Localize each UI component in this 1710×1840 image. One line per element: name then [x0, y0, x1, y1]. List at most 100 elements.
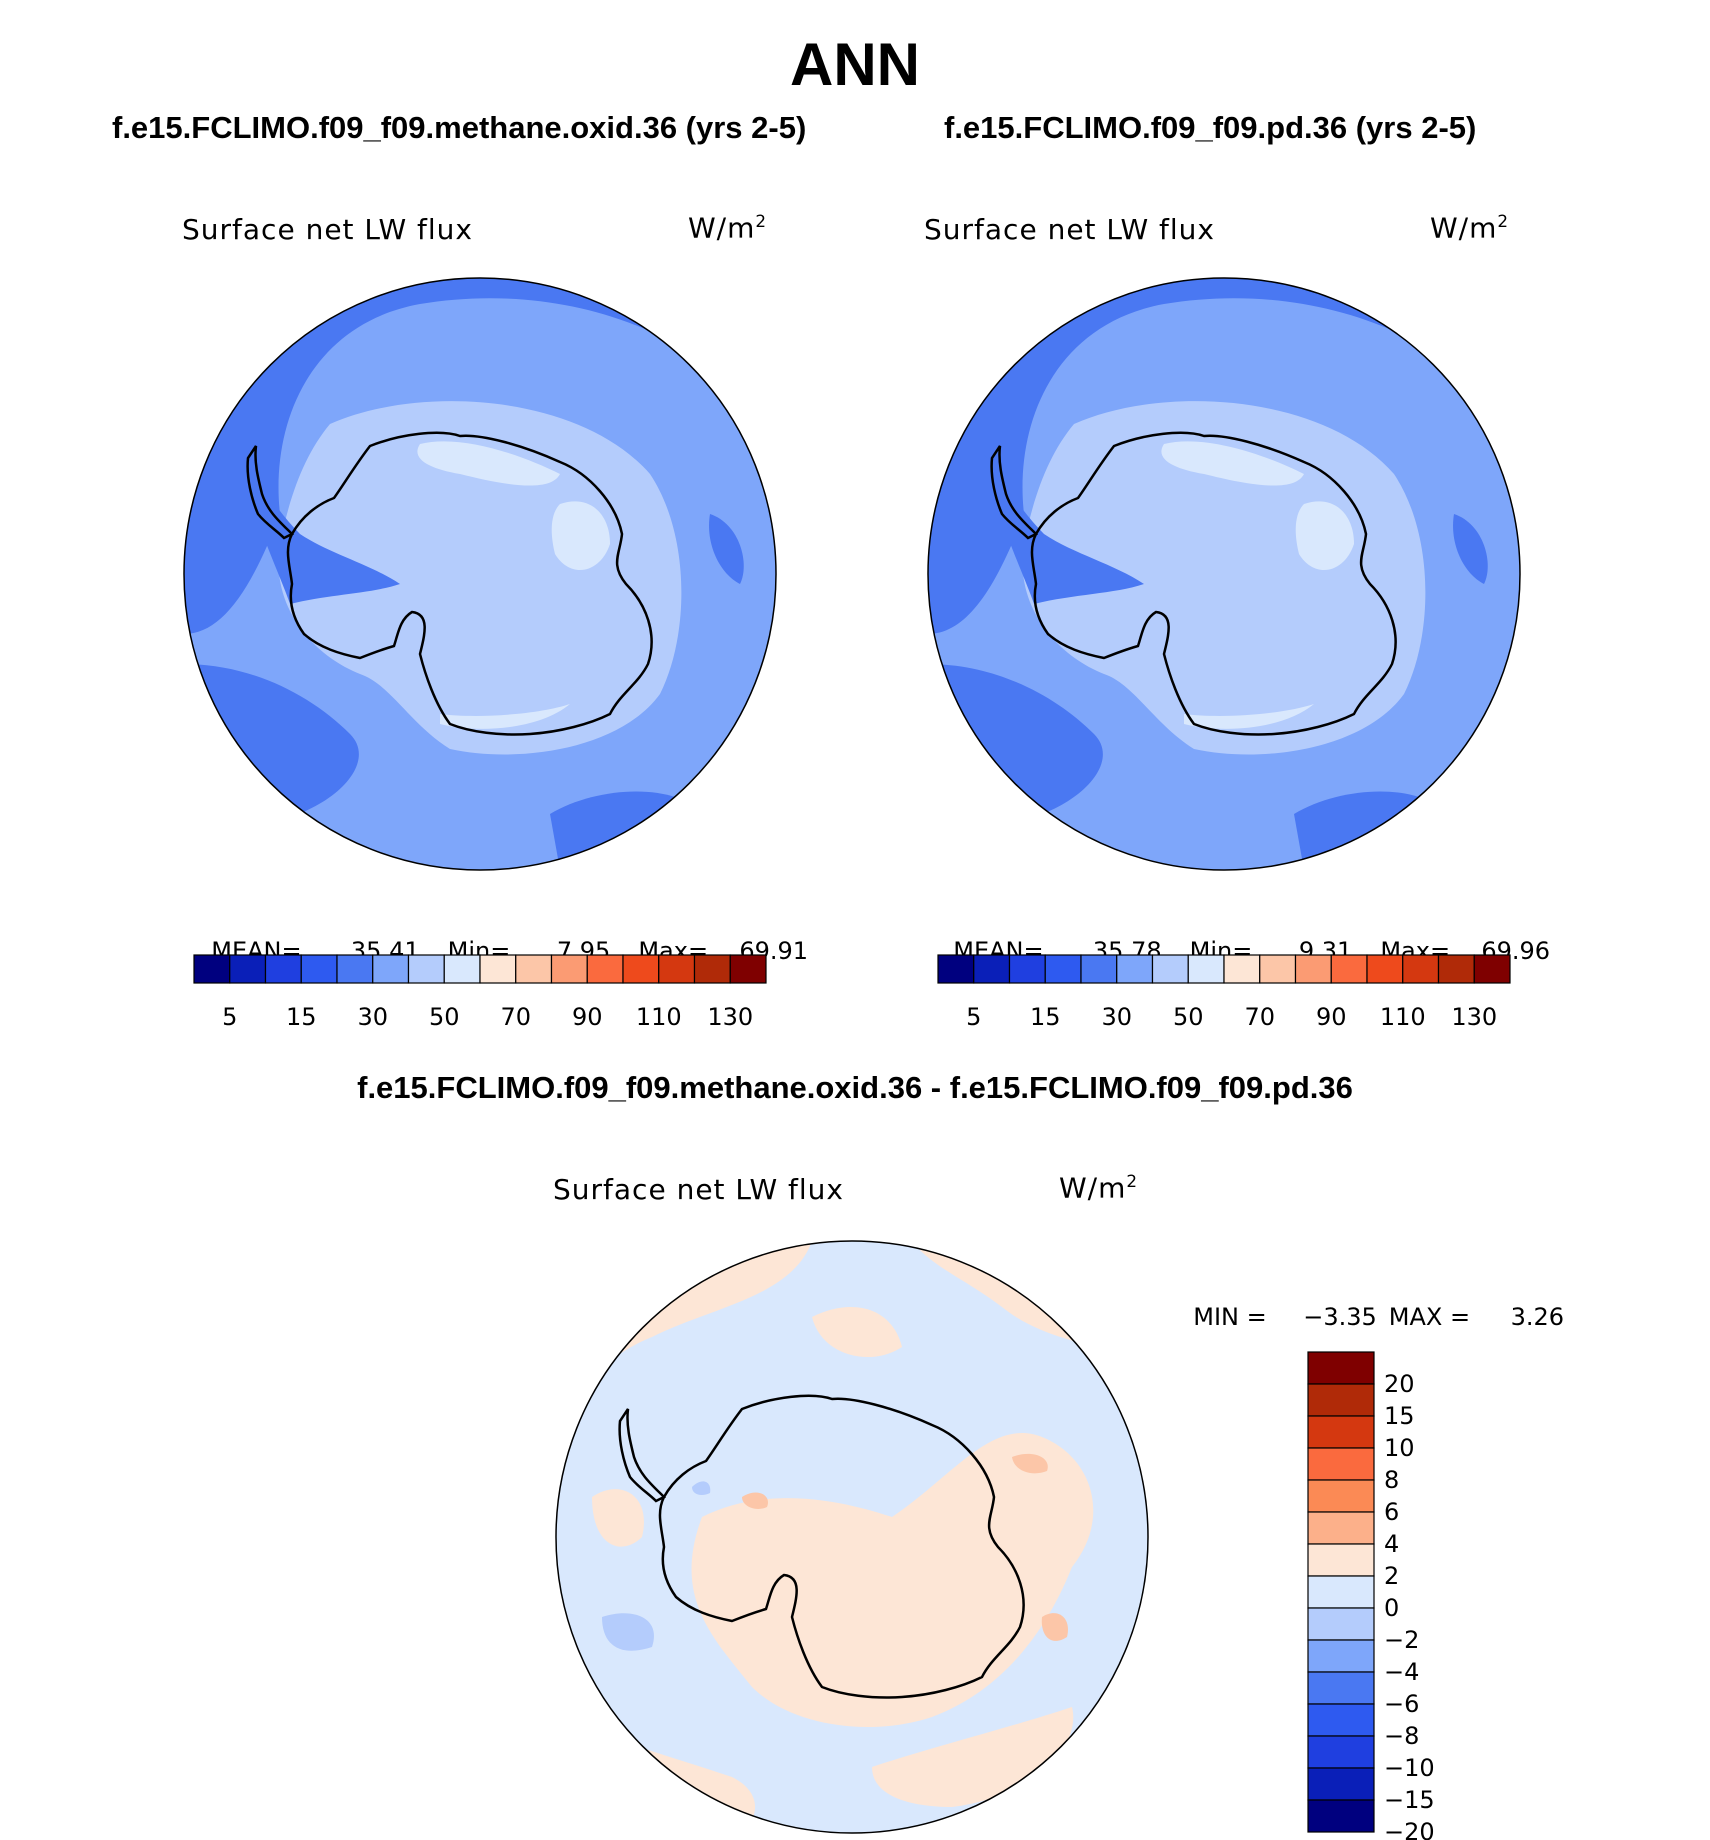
colorbar-box	[658, 954, 696, 984]
map-difference	[555, 1240, 1149, 1834]
colorbar-box	[1223, 954, 1261, 984]
colorbar-box	[1044, 954, 1082, 984]
diff-title: f.e15.FCLIMO.f09_f09.methane.oxid.36 - f…	[357, 1070, 1353, 1105]
colorbar-box	[1151, 954, 1189, 984]
variable-label-diff: Surface net LW flux	[553, 1173, 844, 1206]
units-text: W/m	[1059, 1171, 1127, 1205]
colorbar-tick-label: −15	[1384, 1786, 1435, 1814]
variable-label-right: Surface net LW flux	[924, 213, 1215, 246]
colorbar-box	[264, 954, 302, 984]
antarctica-coastline	[286, 431, 653, 736]
colorbar-box	[1473, 954, 1511, 984]
map-field	[184, 278, 776, 870]
min-label: MIN =	[1193, 1303, 1267, 1331]
colorbar-box	[550, 954, 588, 984]
colorbar-box	[937, 954, 975, 984]
colorbar-box	[1307, 1479, 1375, 1513]
colorbar-tick-label: 110	[1380, 1003, 1426, 1031]
colorbar-box	[229, 954, 267, 984]
deep-ocean-region	[709, 514, 744, 584]
colorbar-box	[193, 954, 231, 984]
colorbar-box	[586, 954, 624, 984]
coastal-deep-region	[240, 454, 400, 604]
colorbar-tick-label: −10	[1384, 1754, 1435, 1782]
ice-region	[1184, 704, 1314, 729]
colorbar-tick-label: 15	[286, 1003, 317, 1031]
colorbar-box	[1294, 954, 1332, 984]
antarctica-coastline	[658, 1394, 1025, 1699]
units-label-diff: W/m2	[1059, 1164, 1138, 1205]
colorbar-tick-label: 90	[572, 1003, 603, 1031]
colorbar-tick-label: 4	[1384, 1530, 1399, 1558]
colorbar-box	[372, 954, 410, 984]
colorbar-box	[1307, 1575, 1375, 1609]
case-title-left: f.e15.FCLIMO.f09_f09.methane.oxid.36 (yr…	[112, 110, 807, 145]
colorbar-tick-label: 8	[1384, 1466, 1399, 1494]
ice-region	[440, 704, 570, 729]
colorbar-tick-label: 20	[1384, 1370, 1415, 1398]
deep-ocean-region	[1453, 514, 1488, 584]
map-field	[928, 278, 1520, 870]
colorbar-box	[693, 954, 731, 984]
units-label-left: W/m2	[688, 204, 767, 245]
peninsula-coastline	[990, 445, 1039, 540]
colorbar-box	[1330, 954, 1368, 984]
colorbar-tick-label: −20	[1384, 1818, 1435, 1840]
colorbar-box	[443, 954, 481, 984]
colorbar-box	[336, 954, 374, 984]
colorbar-tick-label: 50	[1173, 1003, 1204, 1031]
colorbar-box	[1307, 1351, 1375, 1385]
units-exponent: 2	[1497, 211, 1510, 231]
colorbar-left: 5 15 30 50 70 90 110 130	[193, 954, 767, 1031]
colorbar-box	[1307, 1671, 1375, 1705]
colorbar-box	[1307, 1415, 1375, 1449]
colorbar-tick-label: −2	[1384, 1626, 1419, 1654]
colorbar-tick-label: 0	[1384, 1594, 1399, 1622]
min-value: −3.35	[1303, 1303, 1377, 1331]
strong-positive-region	[742, 1492, 768, 1509]
units-label-right: W/m2	[1430, 204, 1509, 245]
colorbar-box	[1307, 1799, 1375, 1833]
units-text: W/m	[688, 211, 756, 245]
map-border	[183, 277, 777, 871]
colorbar-tick-label: 6	[1384, 1498, 1399, 1526]
map-left	[183, 277, 777, 871]
colorbar-box	[1437, 954, 1475, 984]
page-title: ANN	[790, 31, 920, 98]
positive-region	[592, 1489, 644, 1547]
ice-region	[417, 441, 560, 486]
antarctica-coastline	[1030, 431, 1397, 736]
colorbar-box	[1366, 954, 1404, 984]
colorbar-tick-label: −4	[1384, 1658, 1419, 1686]
map-border	[555, 1240, 1149, 1834]
colorbar-tick-label: 30	[1101, 1003, 1132, 1031]
colorbar-tick-label: 130	[1451, 1003, 1497, 1031]
colorbar-tick-label: −6	[1384, 1690, 1419, 1718]
colorbar-box	[300, 954, 338, 984]
ice-region	[1295, 501, 1354, 571]
colorbar-box	[1116, 954, 1154, 984]
colorbar-box	[479, 954, 517, 984]
colorbar-tick-label: 130	[707, 1003, 753, 1031]
colorbar-tick-label: 5	[966, 1003, 981, 1031]
units-exponent: 2	[1126, 1171, 1139, 1191]
colorbar-right: 5 15 30 50 70 90 110 130	[937, 954, 1511, 1031]
colorbar-box	[622, 954, 660, 984]
peninsula-coastline	[618, 1408, 667, 1503]
stats-diff: MIN = −3.35 MAX = 3.26	[1178, 1272, 1564, 1332]
colorbar-box	[729, 954, 767, 984]
colorbar-box	[1307, 1639, 1375, 1673]
deep-ocean-region	[1294, 791, 1444, 870]
strong-positive-region	[1012, 1453, 1048, 1474]
colorbar-tick-label: 70	[500, 1003, 531, 1031]
strong-positive-region	[1041, 1613, 1068, 1641]
coastal-deep-region	[984, 454, 1144, 604]
colorbar-tick-label: 10	[1384, 1434, 1415, 1462]
colorbar-tick-label: 15	[1030, 1003, 1061, 1031]
colorbar-tick-label: 15	[1384, 1402, 1415, 1430]
colorbar-tick-label: 110	[636, 1003, 682, 1031]
colorbar-box	[1307, 1607, 1375, 1641]
case-title-right: f.e15.FCLIMO.f09_f09.pd.36 (yrs 2-5)	[944, 110, 1477, 145]
variable-label-left: Surface net LW flux	[182, 213, 473, 246]
